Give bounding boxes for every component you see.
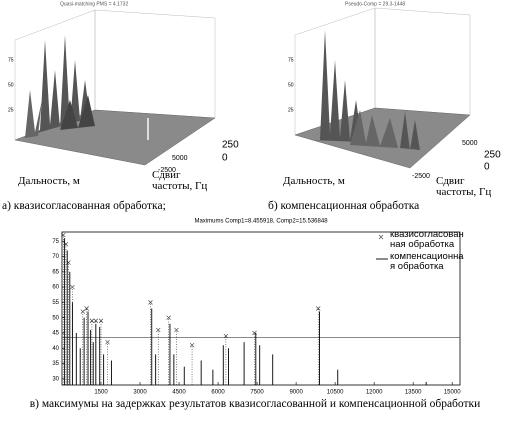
x-tick-label: 15000 <box>444 390 461 396</box>
y-tick-label: 30 <box>52 376 59 382</box>
x-marker <box>80 309 86 314</box>
z-tick-label: 50 <box>8 82 14 88</box>
surface-a <box>14 9 216 166</box>
x-tick-label: 13500 <box>405 390 422 396</box>
x-tick-label: 6000 <box>211 390 225 396</box>
z-tick-label: 75 <box>8 57 14 63</box>
surface-b <box>294 7 471 169</box>
panel-caption: а) квазисогласованная обработка; <box>2 200 166 212</box>
x-marker <box>61 232 66 238</box>
x-marker <box>93 318 99 323</box>
chart-title: Maximums Comp1=8.455918, Comp2=15.536848 <box>194 219 328 225</box>
z-tick-label: 25 <box>288 107 294 113</box>
range-label: Дальность, м <box>18 175 80 187</box>
shift-tick-label: 250 <box>222 140 239 151</box>
plot-frame <box>61 231 461 386</box>
surface-plots: Quasi-matching PMS = 4.17327550255000-25… <box>8 1 501 180</box>
legend-label: компенсационная обработка <box>390 252 464 272</box>
x-marker <box>84 306 89 311</box>
legend-marker <box>378 234 384 240</box>
panel-title: Quasi-matching PMS = 4.1732 <box>60 1 128 7</box>
legend-label: квазисогласованная обработка <box>390 230 464 250</box>
x-marker <box>174 327 179 333</box>
x-tick-label: 4500 <box>172 390 186 396</box>
shift-label: Сдвиг частоты, Гц <box>152 169 208 192</box>
x-marker <box>316 306 321 311</box>
range-tick-label: -2500 <box>412 173 430 180</box>
x-marker <box>105 339 110 345</box>
x-marker <box>223 333 229 339</box>
z-tick-label: 25 <box>8 107 14 113</box>
y-tick-label: 35 <box>52 361 59 367</box>
shift-tick-label: 250 <box>484 150 501 161</box>
shift-label: Сдвиг частоты, Гц <box>436 175 492 198</box>
x-tick-label: 12000 <box>366 390 383 396</box>
x-marker <box>189 343 195 348</box>
x-tick-label: 1500 <box>94 390 108 396</box>
shift-tick-label: 0 <box>222 153 228 164</box>
x-tick-label: 7500 <box>250 390 264 396</box>
x-tick-label: 10500 <box>327 390 344 396</box>
x-marker <box>166 315 171 320</box>
y-tick-label: 40 <box>52 346 59 352</box>
panel-title: Pseudo-Comp = 29.3-1448 <box>345 1 405 7</box>
z-tick-label: 75 <box>288 57 294 63</box>
y-tick-label: 75 <box>52 239 59 245</box>
x-marker <box>148 300 153 305</box>
range-label: Дальность, м <box>283 175 345 187</box>
y-tick-label: 55 <box>52 300 59 306</box>
y-tick-label: 50 <box>52 315 59 321</box>
chart-caption: в) максимумы на задержках результатов кв… <box>29 398 481 410</box>
y-tick-label: 65 <box>52 269 59 275</box>
x-marker <box>89 318 95 323</box>
x-tick-label: 9000 <box>289 390 303 396</box>
y-tick-label: 60 <box>52 285 59 291</box>
shift-tick-label: 0 <box>484 162 490 173</box>
legend-entry: компенсационная обработка <box>390 252 464 272</box>
x-marker <box>156 327 161 333</box>
y-tick-label: 70 <box>52 254 59 260</box>
x-marker <box>70 284 75 290</box>
range-tick-label: -2500 <box>158 167 176 174</box>
y-tick-label: 45 <box>52 331 59 337</box>
x-marker <box>98 318 104 323</box>
x-tick-label: 3000 <box>133 390 147 396</box>
range-tick-label: 5000 <box>172 155 188 162</box>
range-tick-label: 5000 <box>462 140 478 147</box>
legend-entry: квазисогласованная обработка <box>390 230 464 250</box>
z-tick-label: 50 <box>288 82 294 88</box>
panel-caption: б) компенсационная обработка <box>268 200 420 212</box>
